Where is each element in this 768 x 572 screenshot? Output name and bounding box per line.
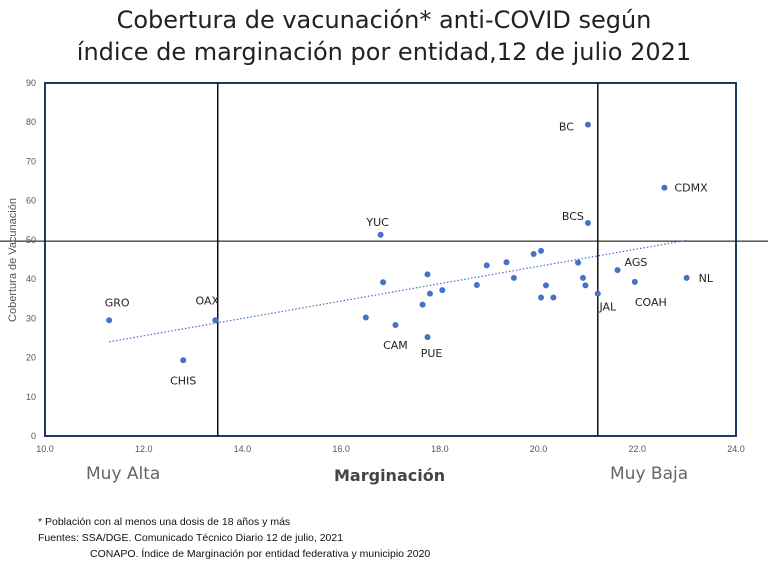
x-tick-label-12.0: 12.0: [135, 444, 153, 454]
y-tick-label-50: 50: [26, 235, 36, 245]
x-tick-label-20.0: 20.0: [530, 444, 548, 454]
y-tick-label-70: 70: [26, 156, 36, 166]
data-point-pue: [424, 334, 431, 341]
data-label-chis: CHIS: [170, 374, 196, 387]
data-point-14: [483, 262, 490, 269]
data-point-21: [550, 294, 557, 301]
data-point-cam: [392, 322, 399, 329]
data-label-bcs: BCS: [562, 210, 584, 223]
data-label-coah: COAH: [635, 296, 667, 309]
data-point-5: [380, 279, 387, 286]
y-tick-label-40: 40: [26, 274, 36, 284]
y-tick-label-60: 60: [26, 196, 36, 206]
data-label-oax: OAX: [196, 294, 220, 307]
x-axis-label: Marginación: [334, 466, 446, 485]
data-point-9: [424, 271, 431, 278]
data-point-15: [503, 259, 510, 266]
plot-frame: [44, 82, 737, 437]
data-label-cdmx: CDMX: [674, 182, 708, 195]
x-tick-label-18.0: 18.0: [431, 444, 449, 454]
data-point-13: [473, 281, 480, 288]
data-point-12: [439, 287, 446, 294]
data-point-nl: [683, 274, 690, 281]
data-point-yuc: [377, 231, 384, 238]
footnote-definition: * Población con al menos una dosis de 18…: [38, 516, 291, 528]
data-point-gro: [106, 317, 113, 324]
data-point-ags: [614, 267, 621, 274]
chart-title-line2: índice de marginación por entidad,12 de …: [76, 38, 692, 66]
x-tick-label-16.0: 16.0: [332, 444, 350, 454]
x-tick-label-14.0: 14.0: [234, 444, 252, 454]
data-point-8: [419, 301, 426, 308]
data-point-16: [510, 274, 517, 281]
data-label-bc: BC: [559, 121, 574, 134]
x-tick-label-24.0: 24.0: [727, 444, 745, 454]
data-point-bcs: [584, 220, 591, 227]
data-point-22: [575, 259, 582, 266]
data-point-4: [362, 314, 369, 321]
y-tick-label-80: 80: [26, 117, 36, 127]
data-point-23: [579, 274, 586, 281]
data-point-19: [538, 247, 545, 254]
y-axis-label: Cobertura de Vacunación: [7, 198, 19, 322]
data-label-pue: PUE: [421, 347, 443, 360]
data-label-nl: NL: [699, 272, 714, 285]
data-point-jal: [594, 290, 601, 297]
y-tick-label-0: 0: [31, 431, 36, 441]
category-left-label: Muy Alta: [86, 464, 161, 484]
data-point-11: [426, 290, 433, 297]
data-label-cam: CAM: [383, 339, 408, 352]
x-tick-label-22.0: 22.0: [629, 444, 647, 454]
data-label-yuc: YUC: [365, 216, 389, 229]
y-tick-label-20: 20: [26, 353, 36, 363]
footnote-conapo: CONAPO. Índice de Marginación por entida…: [90, 548, 431, 560]
data-label-jal: JAL: [598, 301, 617, 314]
data-point-oax: [212, 317, 219, 324]
footnote-sources: Fuentes: SSA/DGE. Comunicado Técnico Dia…: [38, 532, 344, 544]
data-point-cdmx: [661, 184, 668, 191]
y-tick-label-90: 90: [26, 78, 36, 88]
chart-title-line1: Cobertura de vacunación* anti-COVID segú…: [116, 6, 652, 34]
data-point-18: [538, 294, 545, 301]
category-right-label: Muy Baja: [610, 464, 689, 484]
y-tick-label-10: 10: [26, 392, 36, 402]
data-point-coah: [631, 278, 638, 285]
x-tick-label-10.0: 10.0: [36, 444, 54, 454]
y-tick-label-30: 30: [26, 313, 36, 323]
data-point-24: [582, 282, 589, 289]
data-point-20: [542, 282, 549, 289]
data-point-chis: [180, 357, 187, 364]
data-point-17: [530, 251, 537, 258]
data-label-gro: GRO: [105, 296, 130, 309]
data-label-ags: AGS: [625, 256, 648, 269]
data-point-bc: [584, 121, 591, 128]
